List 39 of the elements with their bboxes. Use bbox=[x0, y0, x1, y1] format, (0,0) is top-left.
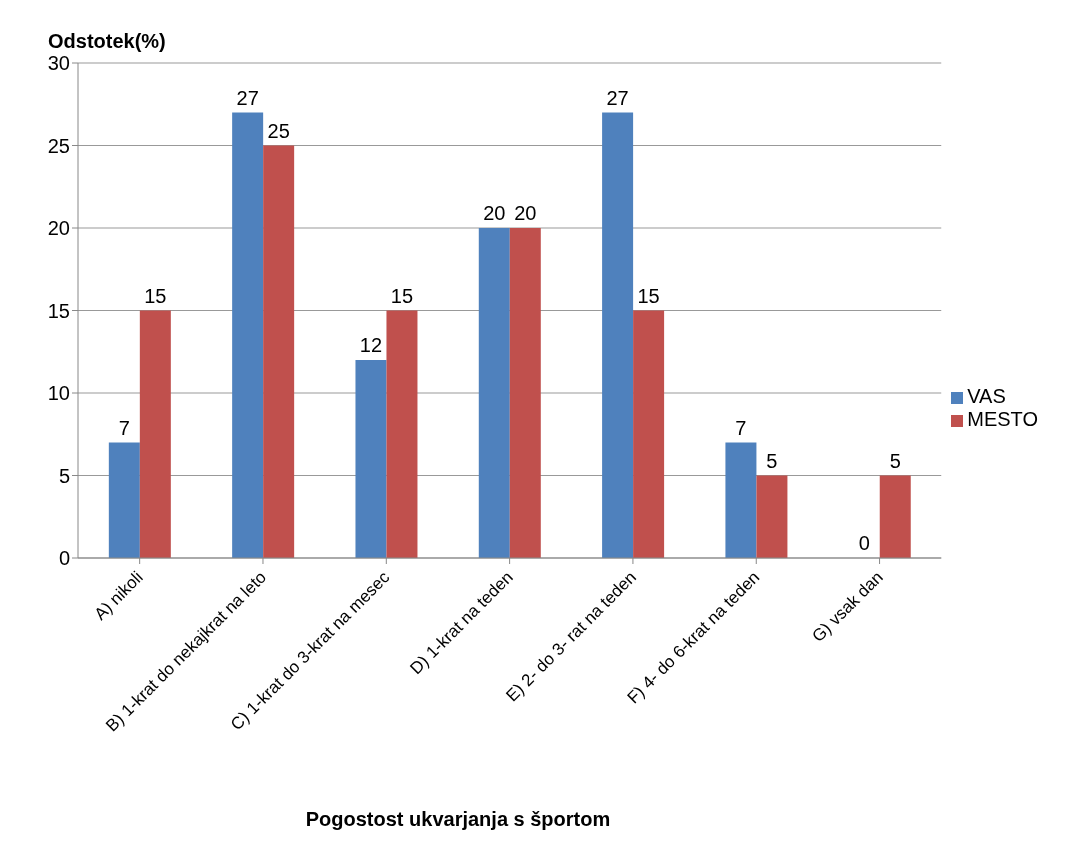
bar bbox=[108, 442, 140, 558]
y-tick-label: 5 bbox=[58, 464, 70, 487]
y-tick-label: 30 bbox=[47, 52, 70, 75]
x-axis-title: Pogostost ukvarjanja s športom bbox=[304, 808, 612, 831]
bar bbox=[633, 310, 665, 558]
y-tick-label: 25 bbox=[47, 134, 70, 157]
x-tick-label: G) vsak dan bbox=[808, 567, 887, 646]
data-label: 27 bbox=[236, 86, 259, 109]
data-label: 0 bbox=[858, 532, 870, 554]
bar bbox=[509, 228, 541, 558]
bar bbox=[602, 112, 634, 558]
bar bbox=[232, 112, 264, 558]
bar bbox=[478, 228, 510, 558]
bar bbox=[725, 442, 757, 558]
bar bbox=[756, 475, 788, 558]
bar bbox=[263, 145, 295, 558]
y-tick-label: 10 bbox=[47, 382, 70, 405]
y-tick-label: 15 bbox=[47, 299, 70, 322]
legend-label: VAS bbox=[967, 385, 1006, 407]
y-tick-label: 20 bbox=[47, 217, 70, 240]
data-label: 12 bbox=[359, 334, 383, 356]
data-label: 7 bbox=[118, 416, 130, 439]
data-label: 20 bbox=[514, 202, 537, 224]
data-label: 5 bbox=[889, 449, 901, 472]
bar bbox=[355, 360, 387, 558]
data-label: 27 bbox=[606, 86, 629, 109]
data-label: 7 bbox=[735, 416, 747, 439]
data-label: 15 bbox=[637, 284, 660, 307]
bar bbox=[879, 475, 911, 558]
data-label: 15 bbox=[390, 284, 414, 307]
data-label: 15 bbox=[144, 284, 167, 307]
legend-label: MESTO bbox=[967, 408, 1038, 430]
data-label: 5 bbox=[766, 449, 778, 472]
y-axis-title: Odstotek(%) bbox=[48, 30, 166, 53]
data-label: 25 bbox=[267, 119, 290, 142]
bar bbox=[386, 310, 418, 558]
y-tick-label: 0 bbox=[58, 547, 70, 570]
data-label: 20 bbox=[483, 202, 506, 224]
bar bbox=[139, 310, 171, 558]
